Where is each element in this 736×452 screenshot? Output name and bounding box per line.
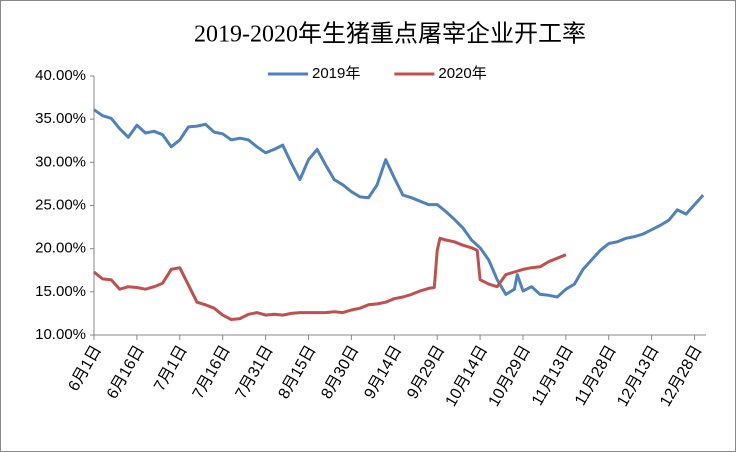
- legend-label: 2019年: [312, 65, 360, 82]
- y-tick-label: 40.00%: [35, 67, 86, 84]
- y-tick-label: 20.00%: [35, 240, 86, 257]
- y-tick-label: 25.00%: [35, 196, 86, 213]
- y-tick-label: 15.00%: [35, 283, 86, 300]
- series-line: [93, 236, 567, 321]
- y-tick-label: 35.00%: [35, 110, 86, 127]
- y-tick-label: 30.00%: [35, 153, 86, 170]
- series-line: [93, 108, 705, 299]
- chart-title: 2019-2020年生猪重点屠宰企业开工率: [194, 21, 586, 48]
- y-tick-label: 10.00%: [35, 326, 86, 343]
- legend-label: 2020年: [438, 65, 486, 82]
